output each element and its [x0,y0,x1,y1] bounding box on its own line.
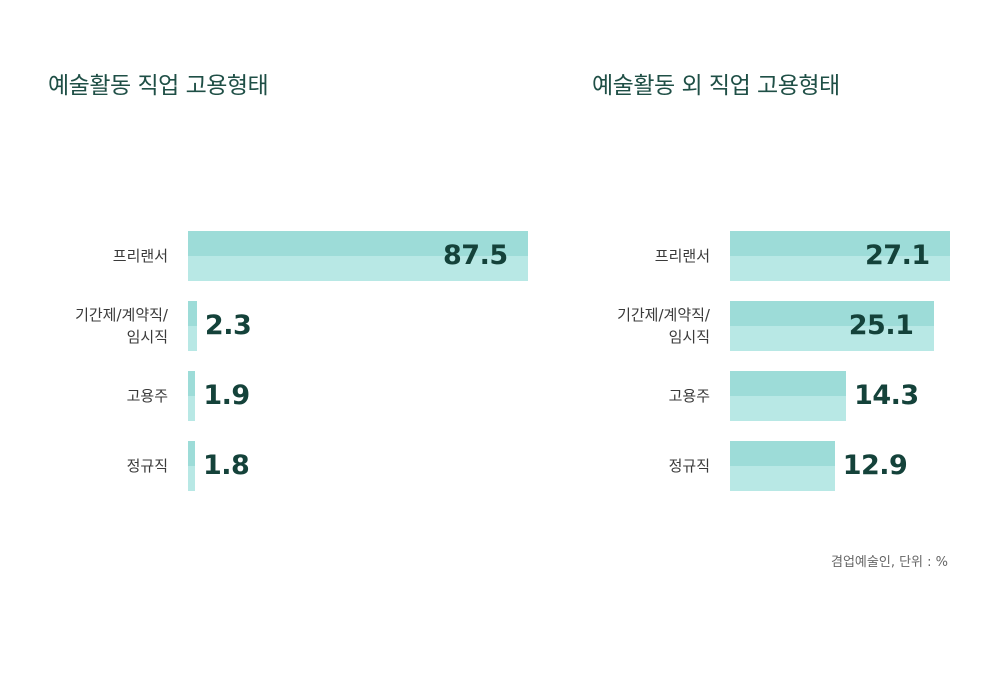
bars-container: 프리랜서 27.1 기간제/계약직/ 임시직 25.1 고용주 14.3 정규직 12.9 [540,0,1000,700]
unit-note: 겸업예술인, 단위 : % [831,555,948,570]
category-label: 프리랜서 [112,247,168,265]
bar [730,301,934,351]
bar [730,231,950,281]
category-label: 기간제/계약직/ 임시직 [75,306,168,346]
category-label: 기간제/계약직/ 임시직 [617,306,710,346]
bar [188,441,195,491]
bar [730,371,847,421]
chart-title: 예술활동 직업 고용형태 [48,73,269,99]
bar [188,231,528,281]
value-label: 1.8 [202,450,250,481]
bar [188,301,197,351]
category-label: 고용주 [126,387,168,405]
chart-title: 예술활동 외 직업 고용형태 [592,73,840,99]
bar [730,441,835,491]
chart-panel-left: 예술활동 직업 고용형태 프리랜서 87.5 기간제/계약직/ 임시직 2.3 고용주 1… [48,73,528,491]
value-label: 14.3 [854,380,919,411]
category-label: 정규직 [668,457,710,475]
value-label: 2.3 [204,310,252,341]
value-label: 25.1 [848,310,914,341]
value-label: 27.1 [865,240,930,271]
bars-container: 프리랜서 87.5 기간제/계약직/ 임시직 2.3 고용주 1.9 정규직 1.8 [75,231,528,491]
category-label: 고용주 [668,387,710,405]
value-label: 12.9 [842,450,908,481]
bar [188,371,196,421]
value-label: 1.9 [203,380,250,411]
category-label: 정규직 [126,457,168,475]
chart-panel-right: 예술활동 외 직업 고용형태 프리랜서 27.1 기간제/계약직/ 임시직 25.1 고… [540,0,1000,700]
value-label: 87.5 [443,240,508,271]
category-label: 프리랜서 [654,247,710,265]
